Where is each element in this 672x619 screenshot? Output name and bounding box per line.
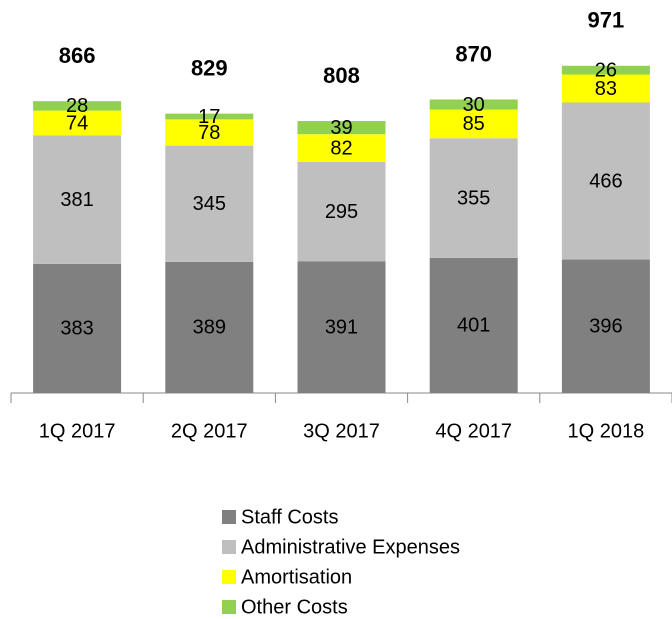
data-label: 383	[60, 318, 93, 340]
legend-label: Amortisation	[241, 566, 352, 588]
data-label: 28	[66, 95, 88, 117]
legend-swatch	[222, 510, 236, 524]
data-label: 355	[457, 187, 490, 209]
total-label: 971	[588, 8, 625, 33]
data-label: 391	[325, 316, 358, 338]
x-tick-label: 3Q 2017	[303, 420, 380, 442]
bar-segment	[561, 65, 650, 75]
bar-segment	[297, 121, 386, 135]
data-label: 381	[60, 189, 93, 211]
legend-label: Staff Costs	[241, 506, 338, 528]
bar-segment	[429, 109, 518, 139]
data-label: 39	[330, 117, 352, 139]
legend-label: Administrative Expenses	[241, 536, 460, 558]
x-tick-label: 2Q 2017	[171, 420, 248, 442]
data-label: 82	[330, 137, 352, 159]
bar-segment	[561, 259, 650, 393]
bar-segment	[33, 263, 122, 393]
data-label: 466	[589, 170, 622, 192]
legend-swatch	[222, 600, 236, 614]
bar-segment	[165, 113, 254, 120]
bar-segment	[429, 99, 518, 110]
data-label: 30	[463, 94, 485, 116]
data-label: 389	[193, 317, 226, 339]
bar-segment	[165, 261, 254, 393]
bar-segment	[429, 138, 518, 258]
bar-segment	[165, 145, 254, 262]
total-label: 808	[323, 63, 360, 88]
data-label: 396	[589, 316, 622, 338]
total-label: 829	[191, 55, 228, 80]
bar-segment	[165, 119, 254, 146]
data-label: 83	[595, 78, 617, 100]
bar-segment	[33, 101, 122, 111]
bar-segment	[561, 74, 650, 103]
x-tick-label: 1Q 2017	[39, 420, 116, 442]
bar-segment	[297, 161, 386, 262]
data-label: 295	[325, 201, 358, 223]
data-label: 345	[193, 193, 226, 215]
data-label: 17	[198, 106, 220, 128]
bar-segment	[33, 135, 122, 264]
x-tick-label: 1Q 2018	[568, 420, 645, 442]
x-tick-label: 4Q 2017	[435, 420, 512, 442]
bar-segment	[297, 261, 386, 393]
data-label: 26	[595, 59, 617, 81]
total-label: 866	[59, 43, 96, 68]
legend-label: Other Costs	[241, 596, 348, 618]
data-label: 74	[66, 112, 88, 134]
bar-segment	[33, 110, 122, 136]
data-label: 401	[457, 315, 490, 337]
legend-swatch	[222, 570, 236, 584]
bar-segment	[297, 134, 386, 162]
legend-swatch	[222, 540, 236, 554]
total-label: 870	[455, 41, 492, 66]
bar-segment	[429, 257, 518, 393]
bar-segment	[561, 102, 650, 260]
data-label: 85	[463, 113, 485, 135]
data-label: 78	[198, 122, 220, 144]
